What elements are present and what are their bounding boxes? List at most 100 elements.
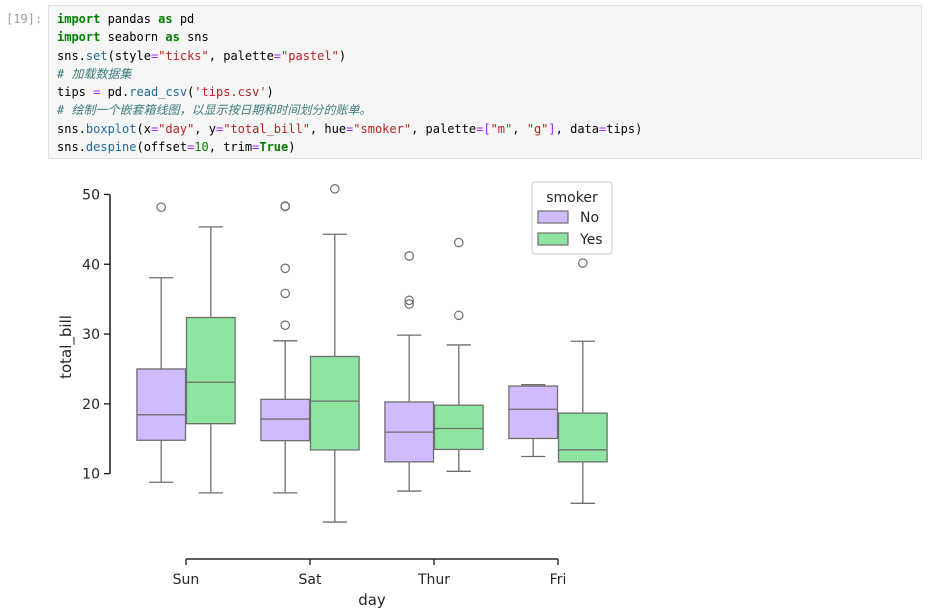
code-token: ) — [338, 48, 347, 63]
code-token: = — [273, 48, 282, 63]
code-line: # 加载数据集 — [57, 65, 921, 83]
code-token: , — [512, 121, 527, 136]
box-no-thur — [384, 251, 435, 492]
code-cell-input[interactable]: import pandas as pd import seaborn as sns… — [48, 5, 922, 159]
code-token: "m" — [490, 121, 513, 136]
code-token: , hue — [309, 121, 347, 136]
code-token: set — [85, 48, 108, 63]
code-token: "g" — [526, 121, 549, 136]
code-token: , data — [555, 121, 599, 136]
outlier-point — [280, 201, 290, 211]
box-yes-fri — [557, 258, 608, 504]
box-iqr — [557, 412, 608, 463]
code-token: 10 — [194, 140, 209, 155]
y-tick-label: 50 — [82, 187, 100, 203]
boxplot-chart: 10 20 30 40 50 total_bill Sun Sat Thur Fri day smok… — [57, 181, 613, 609]
code-token: , palette — [208, 48, 274, 63]
code-token: pd. — [100, 85, 130, 100]
box-yes-sun — [185, 226, 236, 494]
code-token: (offset — [136, 140, 188, 155]
code-token: = — [150, 121, 159, 136]
code-token: , trim — [208, 140, 253, 155]
code-token: # 加载数据集 — [57, 66, 132, 81]
code-line: sns.set(style="ticks", palette="pastel") — [57, 47, 921, 65]
code-token: despine — [85, 140, 137, 155]
outlier-point — [577, 258, 588, 268]
code-token: seaborn — [100, 30, 166, 45]
box-iqr — [309, 355, 360, 451]
y-tick-label: 20 — [82, 397, 100, 413]
code-token: = — [599, 121, 607, 136]
code-token: True — [259, 140, 289, 155]
y-tick-label: 30 — [82, 327, 100, 343]
code-token: ] — [548, 121, 556, 136]
code-token: ) — [288, 140, 296, 155]
code-token: , palette — [411, 121, 477, 136]
code-token: = — [346, 121, 354, 136]
code-token: as — [165, 30, 180, 45]
code-token: tips — [57, 85, 94, 100]
code-token: "day" — [158, 121, 195, 136]
code-token: = — [476, 121, 484, 136]
code-token: , y — [194, 121, 216, 136]
code-token: (x — [136, 121, 151, 136]
outlier-point — [280, 320, 290, 330]
legend-swatch — [537, 210, 569, 224]
outlier-point — [404, 295, 414, 306]
code-token: sns. — [57, 140, 86, 155]
code-token: = — [187, 140, 195, 155]
legend-title: smoker — [546, 190, 598, 206]
code-line: tips = pd.read_csv('tips.csv') — [57, 83, 921, 101]
outlier-point — [453, 237, 464, 248]
x-tick-label: Thur — [417, 572, 450, 588]
code-token: # 绘制一个嵌套箱线图，以显示按日期和时间划分的账单。 — [57, 103, 372, 118]
code-line: sns.despine(offset=10, trim=True) — [57, 138, 921, 156]
cell-prompt: [19]: — [6, 12, 43, 26]
x-axis-title: day — [358, 591, 386, 609]
code-token: sns. — [57, 121, 86, 136]
code-token: ) — [266, 85, 274, 100]
code-line: import seaborn as sns — [57, 28, 921, 46]
outlier-point — [280, 288, 290, 299]
code-token: = — [215, 121, 224, 136]
box-iqr — [433, 404, 484, 451]
x-tick-label: Fri — [550, 572, 567, 588]
legend-label: No — [580, 210, 599, 226]
box-iqr — [508, 385, 559, 440]
outlier-point — [156, 202, 166, 213]
box-no-sat — [260, 201, 311, 494]
code-token: "ticks" — [158, 48, 209, 63]
box-iqr — [185, 316, 236, 425]
y-axis-title: total_bill — [57, 315, 76, 379]
box-yes-thur — [433, 237, 484, 472]
x-tick-label: Sun — [173, 572, 200, 588]
code-token: "smoker" — [353, 121, 412, 136]
code-token: import — [57, 30, 101, 45]
code-token: boxplot — [85, 121, 137, 136]
y-tick-label: 10 — [82, 467, 100, 483]
outlier-point — [453, 310, 464, 321]
box-no-fri — [508, 384, 559, 458]
x-tick-label: Sat — [299, 572, 322, 588]
code-line: # 绘制一个嵌套箱线图，以显示按日期和时间划分的账单。 — [57, 101, 921, 119]
legend-swatch — [537, 232, 569, 246]
outlier-point — [404, 251, 414, 261]
code-token: = — [252, 140, 260, 155]
code-token: 'tips.csv' — [194, 85, 267, 100]
code-token: = — [93, 85, 101, 100]
code-token: "pastel" — [281, 48, 339, 63]
code-line: sns.boxplot(x="day", y="total_bill", hue… — [57, 120, 921, 138]
outlier-point — [280, 263, 290, 274]
y-tick-label: 40 — [82, 257, 100, 273]
code-token: ( — [187, 85, 195, 100]
code-token: read_csv — [129, 85, 188, 100]
code-token: pd — [172, 12, 195, 26]
code-token: [ — [483, 121, 491, 136]
code-token: sns — [179, 30, 209, 45]
legend: smoker No Yes — [531, 181, 613, 255]
code-token: sns. — [57, 48, 86, 63]
code-token: as — [158, 12, 173, 26]
code-token: (style — [107, 48, 151, 63]
box-iqr — [136, 368, 187, 441]
box-no-sun — [136, 202, 187, 483]
